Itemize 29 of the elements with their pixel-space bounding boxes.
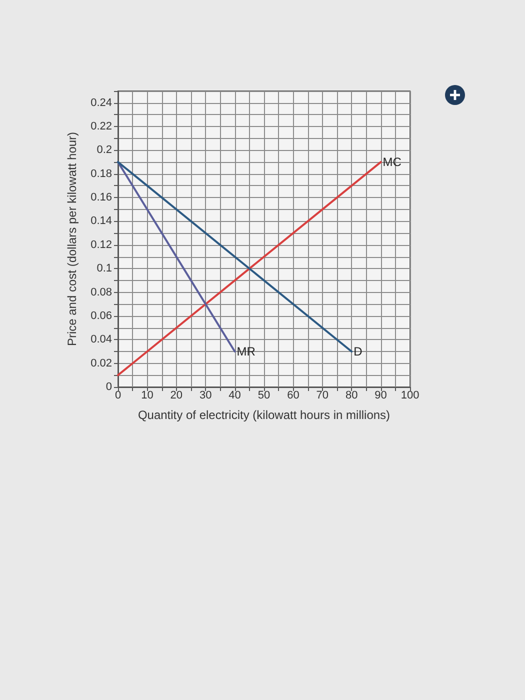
y-axis-title: Price and cost (dollars per kilowatt hour): [65, 132, 79, 346]
y-tick-label: 0.08: [90, 286, 112, 298]
x-axis-title: Quantity of electricity (kilowatt hours in millions): [138, 408, 390, 422]
x-tick-label: 10: [141, 390, 154, 402]
x-tick-label: 100: [400, 390, 420, 402]
y-tick-label: 0.22: [90, 120, 112, 133]
x-tick-label: 60: [287, 390, 300, 402]
y-tick-label: 0.18: [90, 168, 112, 180]
y-tick-label: 0.2: [96, 144, 112, 156]
y-tick-label: 0.14: [90, 215, 112, 228]
y-tick-label: 0.16: [90, 192, 112, 204]
y-tick-label: 0.1: [96, 262, 112, 275]
x-tick-label: 40: [228, 390, 241, 402]
x-tick-label: 20: [170, 390, 183, 402]
y-tick-label: 0: [106, 381, 112, 393]
y-tick-label: 0.06: [90, 310, 112, 322]
x-tick-label: 30: [199, 390, 212, 402]
x-tick-label: 80: [345, 390, 358, 402]
y-tick-label: 0.12: [90, 238, 112, 251]
y-tick-label: 0.04: [90, 334, 112, 346]
x-tick-label: 90: [374, 390, 387, 402]
series-label: MR: [236, 344, 256, 358]
series-label: D: [354, 344, 363, 358]
x-tick-label: 50: [258, 390, 270, 402]
y-tick-label: 0.24: [90, 96, 112, 109]
x-tick-label: 0: [114, 390, 122, 402]
series-label: MC: [382, 155, 402, 170]
y-tick-label: 0.02: [90, 357, 112, 370]
x-tick-label: 70: [316, 390, 329, 402]
